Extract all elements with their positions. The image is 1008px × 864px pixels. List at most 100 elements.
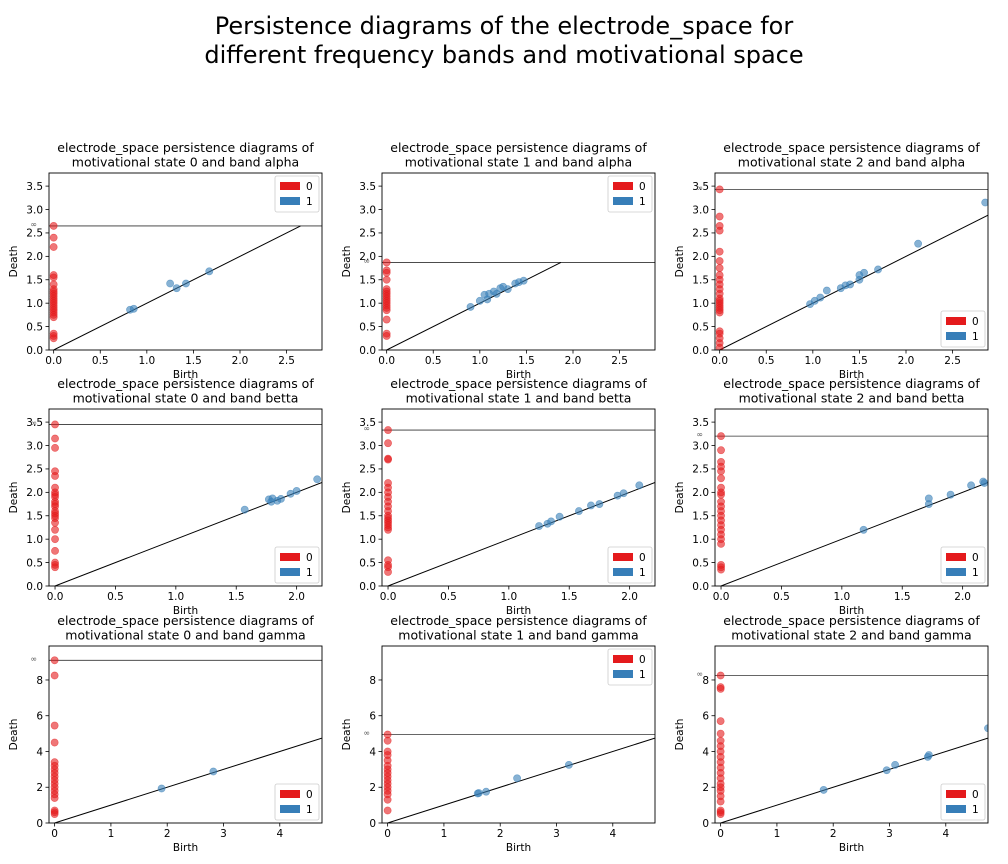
data-point-h0: [382, 268, 391, 277]
data-point-h0: [716, 717, 725, 725]
legend-label-1: 1: [306, 196, 313, 208]
figure-title-line-2: different frequency bands and motivation…: [204, 41, 804, 69]
subplot-title-line: electrode_space persistence diagrams of: [723, 376, 980, 391]
data-point-h1: [946, 490, 955, 499]
plot-area: [715, 671, 988, 823]
data-point-h1: [475, 296, 484, 305]
data-point-h1: [860, 268, 868, 277]
y-tick-label: 2: [369, 782, 376, 794]
y-tick-label: 4: [36, 746, 43, 758]
x-tick-label: 1: [774, 828, 781, 840]
subplot-title-line: motivational state 1 and band alpha: [405, 155, 632, 170]
data-point-h1: [891, 760, 900, 769]
legend-swatch-0: [280, 790, 300, 798]
data-point-h1: [482, 787, 491, 796]
legend-swatch-1: [280, 568, 300, 576]
y-axis-label: Death: [341, 482, 353, 514]
axes-frame: [714, 172, 989, 351]
y-tick-label: 2.0: [359, 251, 376, 263]
y-tick-label: 0.5: [359, 557, 376, 569]
y-tick-label: 1.0: [26, 534, 43, 546]
data-point-h1: [205, 267, 214, 276]
y-tick-label: 1.5: [692, 511, 709, 523]
data-point-h1: [882, 766, 891, 775]
data-point-h0: [717, 467, 725, 476]
subplot-title-line: motivational state 2 and band alpha: [738, 155, 965, 170]
y-tick-label: 2.5: [359, 464, 376, 476]
diagonal-line: [720, 482, 988, 586]
data-point-h0: [715, 185, 724, 194]
data-point-h1: [924, 751, 933, 759]
y-axis-label: Death: [674, 719, 686, 751]
axes-frame: [381, 172, 656, 351]
x-tick-label: 3: [553, 828, 560, 840]
data-point-h1: [816, 293, 825, 302]
subplot-title-line: motivational state 0 and band gamma: [65, 628, 305, 643]
subplot-title-line: motivational state 0 and band betta: [73, 391, 299, 406]
plot-area: [382, 426, 655, 586]
y-tick-label: 2.0: [26, 487, 43, 499]
data-point-h0: [49, 222, 58, 230]
y-axis-label: Death: [341, 719, 353, 751]
y-tick-label: 3.0: [692, 440, 709, 452]
data-point-h1: [535, 522, 543, 530]
data-point-h1: [846, 280, 855, 289]
diagonal-line: [54, 737, 322, 823]
x-tick-label: 2.0: [232, 355, 249, 367]
data-point-h0: [383, 736, 392, 745]
subplot-6: electrode_space persistence diagrams ofm…: [674, 376, 989, 617]
data-point-h1: [474, 789, 483, 797]
x-axis-label: Birth: [839, 842, 864, 854]
y-tick-label: 0.5: [359, 321, 376, 333]
diagonal-line: [719, 214, 988, 350]
data-point-h1: [466, 303, 475, 311]
legend: 01: [274, 783, 320, 821]
y-tick-label: 6: [702, 711, 709, 723]
x-tick-label: 0.5: [107, 591, 124, 603]
x-tick-label: 1.5: [518, 355, 535, 367]
x-tick-label: 2.0: [288, 591, 305, 603]
y-tick-label: 8: [369, 675, 376, 687]
subplot-title-line: electrode_space persistence diagrams of: [723, 140, 980, 155]
data-point-h0: [383, 806, 392, 815]
x-tick-label: 1.0: [471, 355, 488, 367]
x-tick-label: 3: [220, 828, 227, 840]
y-tick-label: 1.5: [26, 275, 43, 287]
x-tick-label: 0.5: [440, 591, 457, 603]
x-tick-label: 0.5: [773, 591, 790, 603]
data-point-h0: [717, 565, 725, 574]
data-point-h1: [819, 786, 828, 794]
x-tick-label: 2: [497, 828, 504, 840]
figure-title: Persistence diagrams of the electrode_sp…: [0, 12, 1008, 70]
y-tick-label: 2: [702, 782, 709, 794]
data-point-h0: [715, 343, 724, 350]
y-tick-label: 0.0: [692, 345, 709, 357]
y-tick-label: 3.5: [359, 417, 376, 429]
data-point-h0: [51, 546, 59, 555]
data-point-h0: [51, 472, 59, 480]
data-point-h0: [50, 656, 59, 665]
subplot-4: electrode_space persistence diagrams ofm…: [8, 376, 323, 617]
data-point-h0: [382, 315, 391, 324]
data-point-h0: [51, 535, 59, 544]
subplot-1: electrode_space persistence diagrams ofm…: [8, 140, 323, 381]
y-tick-label: 3.0: [26, 440, 43, 452]
x-tick-label: 1.5: [228, 591, 245, 603]
data-point-h0: [717, 474, 725, 483]
legend-swatch-0: [946, 317, 966, 325]
x-tick-label: 1.5: [851, 355, 868, 367]
data-point-h1: [635, 481, 644, 490]
y-tick-label: 3.5: [692, 181, 709, 193]
data-point-h0: [717, 446, 725, 455]
legend-label-1: 1: [639, 567, 646, 579]
subplot-title-line: motivational state 2 and band betta: [739, 391, 965, 406]
plot-area: [715, 432, 988, 586]
x-tick-label: 4: [276, 828, 283, 840]
x-tick-label: 2.0: [954, 591, 971, 603]
y-tick-label: 3.0: [359, 440, 376, 452]
axes-frame: [381, 645, 656, 824]
x-tick-label: 2.0: [565, 355, 582, 367]
plot-area: [382, 258, 655, 350]
data-point-h0: [49, 334, 58, 343]
data-point-h1: [574, 507, 583, 515]
